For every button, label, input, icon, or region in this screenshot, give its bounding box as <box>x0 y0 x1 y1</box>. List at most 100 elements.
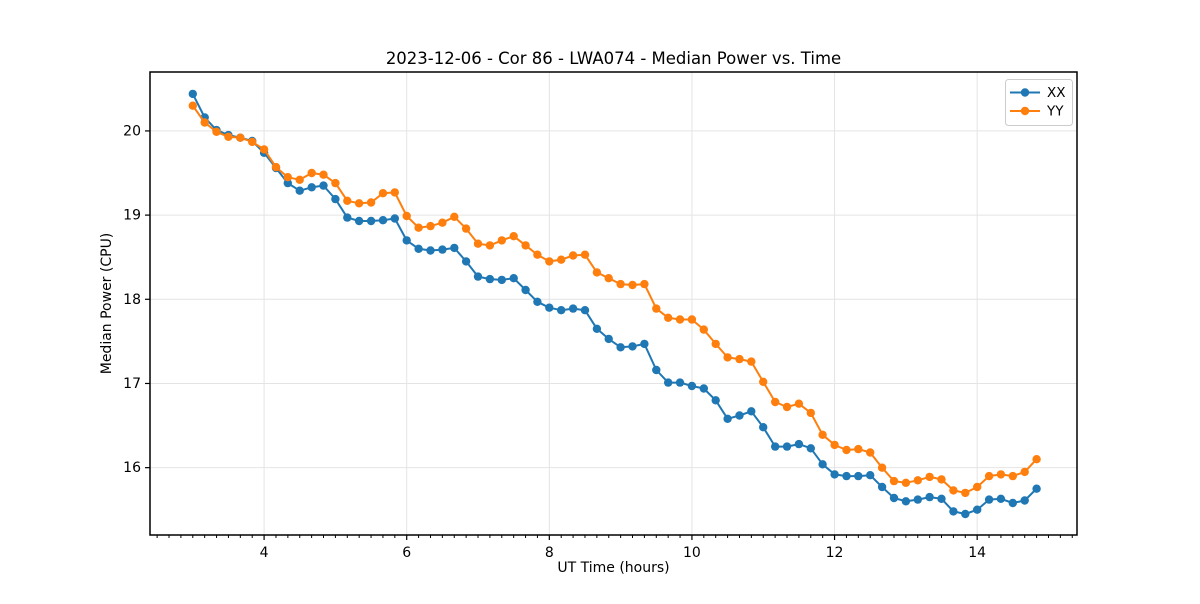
data-point-yy <box>366 198 376 207</box>
data-point-yy <box>236 133 245 142</box>
data-point-yy <box>200 118 209 127</box>
data-point-yy <box>1020 467 1029 477</box>
data-point-xx <box>557 306 566 315</box>
data-point-yy <box>794 399 804 408</box>
x-tick-label: 10 <box>683 545 701 561</box>
series-line-xx <box>191 92 1038 515</box>
data-point-yy <box>212 127 221 136</box>
data-point-yy <box>414 223 423 232</box>
x-tick-label: 8 <box>545 545 554 561</box>
data-point-yy <box>675 315 685 324</box>
data-point-xx <box>771 442 780 451</box>
data-point-xx <box>925 492 934 502</box>
data-point-yy <box>438 218 447 227</box>
legend: XX YY <box>1005 79 1073 126</box>
data-point-xx <box>996 494 1006 503</box>
data-point-yy <box>461 224 471 233</box>
data-point-yy <box>889 476 899 486</box>
data-point-xx <box>295 186 304 195</box>
x-tick-label: 6 <box>402 545 411 561</box>
data-point-xx <box>616 343 625 352</box>
data-point-yy <box>961 488 970 498</box>
data-point-yy <box>402 211 411 221</box>
data-point-yy <box>949 486 958 495</box>
data-point-xx <box>866 471 875 480</box>
data-point-yy <box>711 339 720 349</box>
data-point-yy <box>830 440 839 450</box>
data-point-yy <box>319 170 328 179</box>
data-point-xx <box>794 439 804 449</box>
data-point-yy <box>485 241 495 250</box>
data-point-xx <box>913 495 922 504</box>
data-point-xx <box>735 411 744 420</box>
data-point-yy <box>854 444 863 454</box>
data-point-yy <box>224 132 233 141</box>
x-tick-label: 12 <box>826 545 844 561</box>
data-series <box>188 89 1041 519</box>
data-point-yy <box>973 482 982 492</box>
data-point-xx <box>545 303 554 312</box>
data-point-xx <box>461 257 471 266</box>
data-point-yy <box>937 475 946 484</box>
data-point-xx <box>580 306 590 315</box>
legend-label-xx: XX <box>1047 85 1066 101</box>
data-point-xx <box>1020 496 1029 505</box>
data-point-yy <box>568 251 578 260</box>
data-point-xx <box>485 274 495 284</box>
data-point-xx <box>497 275 506 285</box>
y-tick-label: 19 <box>123 208 141 224</box>
data-point-yy <box>771 397 780 407</box>
data-point-xx <box>331 194 340 204</box>
data-point-yy <box>782 402 792 412</box>
y-tick-label: 17 <box>123 376 141 392</box>
data-point-xx <box>509 274 518 283</box>
data-point-xx <box>628 342 637 351</box>
data-point-yy <box>188 101 197 110</box>
data-point-xx <box>984 495 994 504</box>
data-point-yy <box>473 239 483 248</box>
data-point-xx <box>1032 484 1041 493</box>
data-point-yy <box>723 353 732 362</box>
data-point-xx <box>901 497 911 506</box>
legend-samples <box>1010 88 1040 116</box>
data-point-xx <box>438 245 447 254</box>
data-point-xx <box>283 178 292 188</box>
data-point-xx <box>937 494 946 503</box>
data-point-yy <box>1008 471 1017 481</box>
data-point-yy <box>509 232 518 241</box>
data-point-yy <box>271 162 281 172</box>
data-point-xx <box>699 384 708 393</box>
data-point-xx <box>426 246 435 255</box>
data-point-yy <box>866 448 875 457</box>
data-point-xx <box>533 297 542 306</box>
x-tick-label: 4 <box>260 545 269 561</box>
data-point-yy <box>580 250 590 259</box>
data-point-xx <box>402 236 411 245</box>
data-point-yy <box>283 173 292 182</box>
legend-marker-yy <box>1020 106 1030 116</box>
data-point-yy <box>450 212 459 221</box>
data-point-yy <box>901 478 911 487</box>
data-point-xx <box>604 334 613 344</box>
data-point-yy <box>806 408 815 418</box>
data-point-xx <box>378 216 388 225</box>
y-tick-label: 18 <box>123 292 141 308</box>
legend-marker-xx <box>1020 88 1030 97</box>
data-point-xx <box>592 324 602 333</box>
data-point-yy <box>699 325 708 334</box>
x-tick-label: 14 <box>968 545 986 561</box>
data-point-yy <box>521 241 530 250</box>
data-point-yy <box>687 315 697 324</box>
data-point-yy <box>354 199 364 208</box>
data-point-yy <box>497 236 506 245</box>
data-point-yy <box>759 377 768 386</box>
data-point-yy <box>652 304 661 313</box>
data-point-yy <box>331 178 340 188</box>
y-tick-label: 16 <box>123 460 141 476</box>
data-point-xx <box>319 181 328 190</box>
data-point-xx <box>782 442 792 451</box>
data-point-xx <box>830 470 839 479</box>
data-point-yy <box>390 188 399 197</box>
